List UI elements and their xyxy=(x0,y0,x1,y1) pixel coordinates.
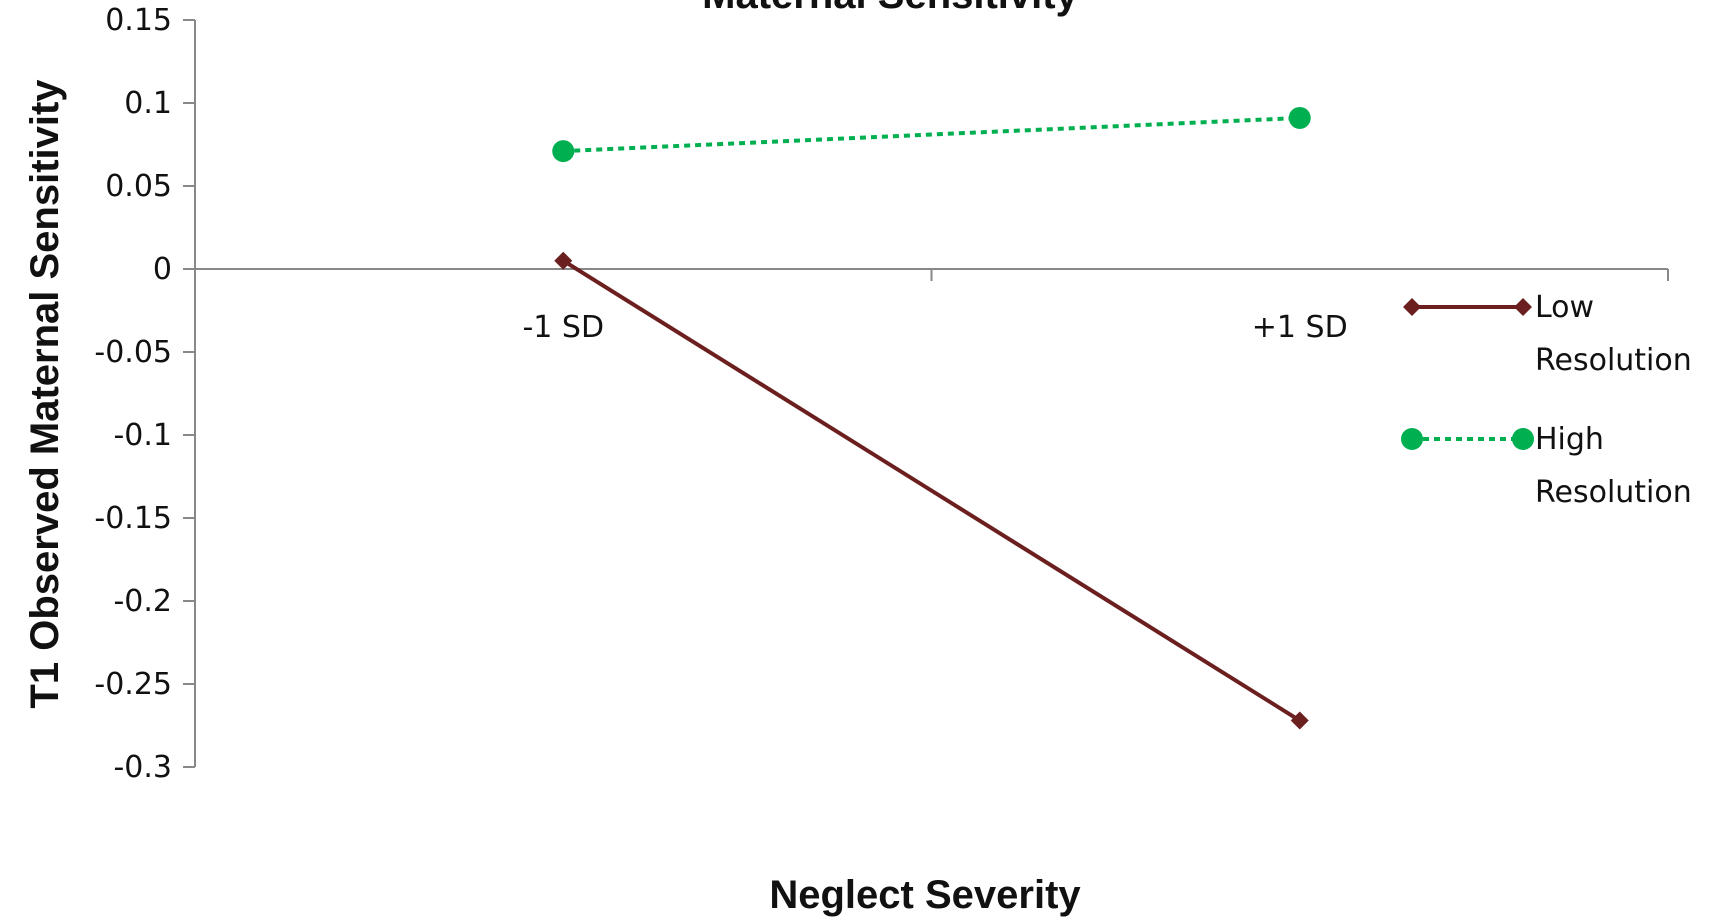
legend-item: High Resolution xyxy=(1401,422,1692,510)
series-1 xyxy=(552,106,1311,163)
series-0 xyxy=(554,251,1309,730)
legend-label: Resolution xyxy=(1535,343,1692,378)
x-tick-labels: -1 SD +1 SD xyxy=(194,269,1669,345)
data-point xyxy=(554,251,573,270)
y-tick-label: -0.2 xyxy=(113,584,172,619)
legend-label: High xyxy=(1535,422,1604,457)
y-tick-labels: 0.15 0.1 0.05 0 -0.05 -0.1 -0.15 -0.2 -0.25 -0.3 xyxy=(94,3,195,785)
legend-marker xyxy=(1401,428,1423,450)
y-tick-label: -0.3 xyxy=(113,750,172,785)
legend-item: Low Resolution xyxy=(1403,290,1692,378)
y-tick-label: -0.05 xyxy=(94,335,172,370)
legend: Low Resolution High Resolution xyxy=(1401,290,1692,510)
series-line xyxy=(563,115,1300,154)
y-tick-label: -0.1 xyxy=(113,418,172,453)
data-point xyxy=(552,140,575,163)
y-tick-label: -0.15 xyxy=(94,501,172,536)
data-point xyxy=(1288,106,1311,129)
y-tick-label: 0 xyxy=(153,252,172,287)
y-tick-label: 0.05 xyxy=(105,169,172,204)
legend-marker xyxy=(1512,428,1534,450)
legend-marker xyxy=(1514,298,1532,316)
chart-title: Maternal Sensitivity xyxy=(702,0,1078,17)
y-tick-label: 0.1 xyxy=(124,86,172,121)
x-axis-title: Neglect Severity xyxy=(769,873,1081,917)
y-tick-label: -0.25 xyxy=(94,667,172,702)
data-point xyxy=(1290,711,1309,730)
x-tick-label: -1 SD xyxy=(522,310,604,345)
series-group xyxy=(552,106,1311,730)
legend-label: Low xyxy=(1535,290,1594,325)
x-tick-label: +1 SD xyxy=(1252,310,1348,345)
y-tick-label: 0.15 xyxy=(105,3,172,38)
legend-label: Resolution xyxy=(1535,475,1692,510)
y-axis-title: T1 Observed Maternal Sensitivity xyxy=(23,79,67,709)
legend-marker xyxy=(1403,298,1421,316)
series-line xyxy=(562,259,1301,723)
